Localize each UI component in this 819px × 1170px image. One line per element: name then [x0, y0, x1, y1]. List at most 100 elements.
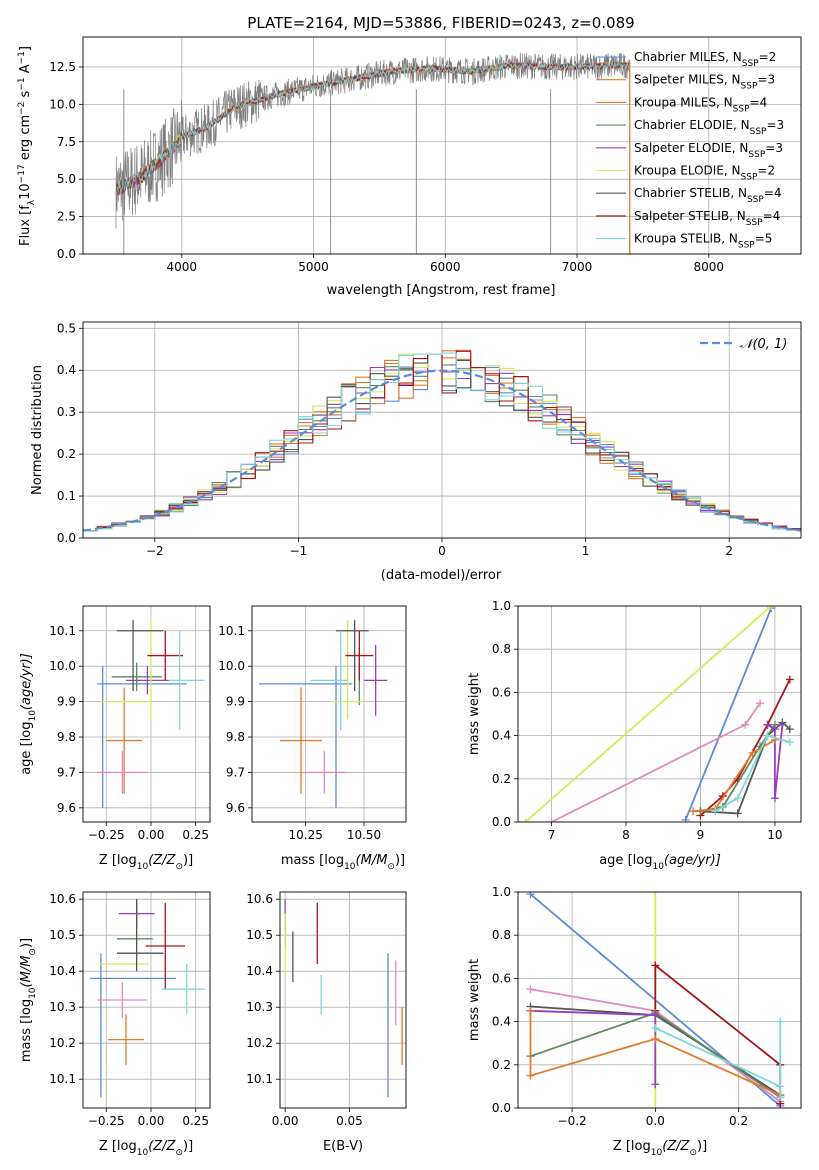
- weight-age-marker: [763, 720, 772, 729]
- weight-age-line: [684, 607, 773, 821]
- errorbar-point: [108, 1014, 144, 1065]
- weight-age-marker: [763, 731, 772, 740]
- tick-label-y: 9.8: [226, 730, 245, 744]
- tick-label-y: 0.0: [57, 247, 76, 261]
- age-z-xlabel: Z [log10(Z/Z⊙)]: [99, 853, 193, 872]
- weight-z-line: [529, 1010, 781, 1096]
- tick-label-y: 10.0: [49, 97, 76, 111]
- age-z-panel-plot: [97, 620, 205, 808]
- weight-z-marker: [651, 1024, 660, 1033]
- tick-label-x: −1: [290, 544, 308, 558]
- weight-age-marker: [770, 725, 779, 734]
- weight-age-marker: [785, 675, 794, 684]
- figure-title: PLATE=2164, MJD=53886, FIBERID=0243, z=0…: [247, 14, 634, 32]
- tick-label-x: 0.00: [138, 1114, 165, 1128]
- tick-label-x: 0.00: [272, 1114, 299, 1128]
- spectrum-panel-plot: [115, 52, 631, 254]
- weight-age-line: [700, 721, 791, 815]
- age-z-panel-frame: [82, 605, 211, 823]
- tick-label-x: 6000: [430, 260, 461, 274]
- tick-label-y: 10.3: [246, 1000, 273, 1014]
- weight-age-line: [767, 724, 784, 799]
- weight-age-marker: [785, 725, 794, 734]
- tick-label-x: 0: [438, 544, 446, 558]
- legend-label: Salpeter ELODIE, NSSP=3: [634, 141, 783, 160]
- weight-age-marker: [547, 818, 556, 822]
- legend-label: Chabrier MILES, NSSP=2: [634, 50, 776, 69]
- tick-label-x: 7: [548, 828, 556, 842]
- tick-label-y: 10.3: [49, 1000, 76, 1014]
- tick-label-x: 10: [767, 828, 782, 842]
- tick-label-x: −0.25: [88, 828, 125, 842]
- legend-label: Kroupa ELODIE, NSSP=2: [634, 164, 775, 183]
- weight-z-marker: [526, 985, 535, 994]
- weight-z-marker: [651, 961, 660, 970]
- tick-label-y: 0.2: [492, 1058, 511, 1072]
- spectrum-model-line: [115, 61, 631, 197]
- age-z-panel: −0.25 0.00 0.25 9.6 9.7 9.8 9.9 10.0 10.1 Z [log1…: [19, 605, 211, 872]
- weight-age-panel: 7 8 9 10 0.0 0.2 0.4 0.6 0.8 1.0 age [log10(age/yr…: [467, 599, 802, 872]
- mass-z-panel-plot: [90, 899, 205, 1098]
- tick-label-y: 9.6: [226, 801, 245, 815]
- tick-label-y: 10.6: [246, 892, 273, 906]
- errorbar-point: [345, 630, 374, 681]
- weight-z-xlabel: Z [log10(Z/Z⊙)]: [613, 1139, 707, 1158]
- weight-z-panel: −0.2 0.0 0.2 0.0 0.2 0.4 0.6 0.8 1.0 Z [log10(Z/Z…: [467, 885, 802, 1158]
- spectrum-panel-frame: [82, 36, 802, 255]
- errorbar-point: [111, 662, 162, 691]
- tick-label-y: 0.0: [492, 1101, 511, 1115]
- tick-label-x: 1: [582, 544, 590, 558]
- residual-panel-frame: [82, 321, 802, 539]
- tick-label-y: 1.0: [492, 599, 511, 613]
- weight-age-line: [692, 739, 776, 813]
- tick-label-y: 10.2: [49, 1036, 76, 1050]
- weight-age-marker: [681, 815, 690, 822]
- age-mass-xlabel: mass [log10(M/M⊙)]: [281, 853, 405, 872]
- tick-label-y: 10.5: [246, 928, 273, 942]
- mass-ebv-panel-grid: [280, 892, 406, 1108]
- residual-histogram: [83, 350, 801, 532]
- spectrum-xlabel: wavelength [Angstrom, rest frame]: [327, 283, 556, 298]
- tick-label-x: 9: [697, 828, 705, 842]
- tick-label-x: 7000: [562, 260, 593, 274]
- residual-xlabel: (data-model)/error: [381, 568, 502, 583]
- mass-z-panel: −0.25 0.00 0.25 10.1 10.2 10.3 10.4 10.5 10.6 Z […: [19, 891, 211, 1158]
- age-mass-panel-plot: [259, 620, 388, 808]
- errorbar-point: [280, 687, 322, 794]
- errorbar-point: [147, 630, 184, 681]
- weight-age-marker: [733, 794, 742, 803]
- tick-label-y: 0.0: [57, 531, 76, 545]
- errorbar-point: [97, 982, 148, 1018]
- tick-label-x: 10.50: [347, 828, 381, 842]
- errorbar-point: [125, 666, 169, 695]
- errorbar-point: [106, 687, 143, 794]
- tick-label-x: 0.25: [182, 1114, 209, 1128]
- tick-label-y: 10.0: [218, 659, 245, 673]
- tick-label-y: 9.7: [226, 765, 245, 779]
- spectrum-legend: Chabrier MILES, NSSP=2 Salpeter MILES, NS…: [596, 50, 784, 251]
- tick-label-y: 0.4: [57, 363, 76, 377]
- mass-ebv-panel-frame: [279, 891, 407, 1109]
- tick-label-y: 0.8: [492, 642, 511, 656]
- tick-label-y: 0.2: [57, 447, 76, 461]
- weight-age-marker: [778, 720, 787, 729]
- legend-label: 𝒩(0, 1): [740, 337, 787, 352]
- tick-label-y: 0.4: [492, 729, 511, 743]
- weight-age-xlabel: age [log10(age/yr)]: [599, 853, 721, 872]
- errorbar-point: [303, 751, 346, 794]
- residual-panel: −2 −1 0 1 2 0.0 0.1 0.2 0.3 0.4 0.5 𝒩(0, 1) (data-mo…: [30, 321, 802, 583]
- legend-label: Chabrier STELIB, NSSP=4: [634, 186, 782, 205]
- tick-label-x: 4000: [167, 260, 198, 274]
- weight-age-marker: [748, 748, 757, 757]
- tick-label-x: 8000: [694, 260, 725, 274]
- tick-label-y: 10.4: [49, 964, 76, 978]
- tick-label-y: 10.1: [49, 624, 76, 638]
- tick-label-x: −0.25: [88, 1114, 125, 1128]
- tick-label-x: 10.25: [288, 828, 322, 842]
- tick-label-x: 0.25: [182, 828, 209, 842]
- tick-label-y: 9.7: [57, 765, 76, 779]
- panels: 4000 5000 6000 7000 80000.02.55.07.510.012.5…: [17, 36, 802, 1158]
- weight-age-marker: [785, 738, 794, 747]
- weight-z-marker: [526, 1071, 535, 1080]
- tick-label-x: 2: [725, 544, 733, 558]
